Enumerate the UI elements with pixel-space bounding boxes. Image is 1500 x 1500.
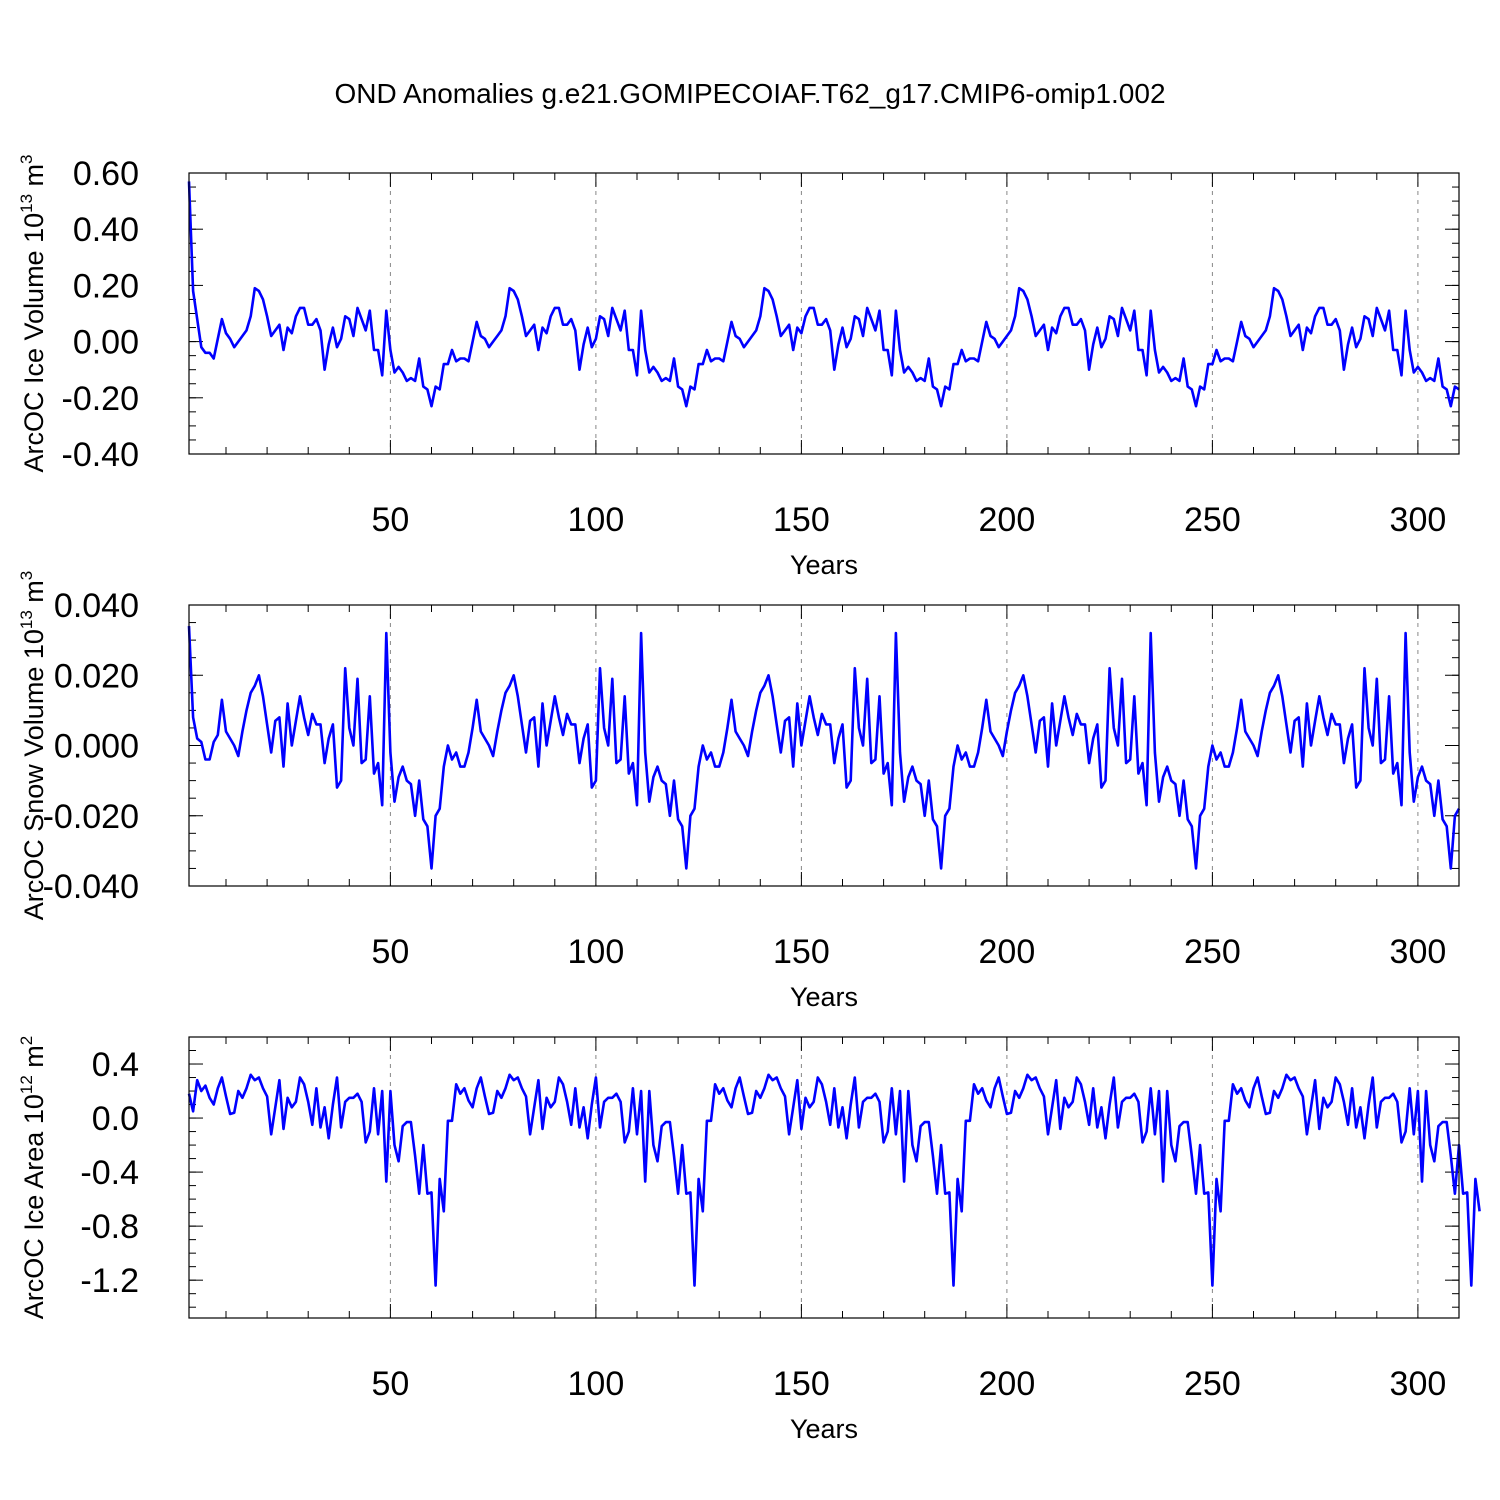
y-axis-title-exponent: 13 bbox=[17, 610, 36, 629]
y-tick-label: 0.00 bbox=[73, 324, 139, 362]
data-series-line bbox=[187, 181, 1460, 408]
x-tick-label: 100 bbox=[568, 1365, 625, 1403]
y-tick-label: -1.2 bbox=[80, 1262, 139, 1300]
y-axis-title-unit-exponent: 2 bbox=[17, 1036, 36, 1045]
y-axis-title-unit: m bbox=[19, 164, 49, 194]
x-tick-label: 150 bbox=[773, 933, 830, 971]
x-tick-label: 150 bbox=[773, 501, 830, 539]
x-tick-label: 100 bbox=[568, 933, 625, 971]
y-axis-title: ArcOC Ice Volume 1013 m3 bbox=[17, 154, 49, 472]
y-tick-label: 0.020 bbox=[54, 657, 139, 695]
x-axis-title: Years bbox=[790, 1414, 858, 1444]
x-tick-label: 150 bbox=[773, 1365, 830, 1403]
y-axis-title-text: ArcOC Ice Volume 10 bbox=[19, 213, 49, 473]
y-axis-title-unit-exponent: 3 bbox=[17, 571, 36, 580]
y-tick-label: 0.4 bbox=[92, 1046, 139, 1084]
y-axis-title-text: ArcOC Snow Volume 10 bbox=[19, 629, 49, 920]
chart-title: OND Anomalies g.e21.GOMIPECOIAF.T62_g17.… bbox=[334, 78, 1166, 109]
x-tick-label: 50 bbox=[371, 1365, 409, 1403]
x-tick-label: 100 bbox=[568, 501, 625, 539]
panel-3: 50 100 150 200 250 300 0.4 0.0 -0.4 -0.8 -1.2 Years… bbox=[17, 1036, 1481, 1444]
plot-frame bbox=[188, 172, 1460, 455]
y-tick-label: 0.20 bbox=[73, 267, 139, 305]
y-tick-label: -0.8 bbox=[80, 1208, 139, 1246]
x-tick-label: 250 bbox=[1184, 933, 1241, 971]
y-axis-title-exponent: 13 bbox=[17, 194, 36, 213]
x-tick-label: 200 bbox=[979, 501, 1036, 539]
x-tick-label: 200 bbox=[979, 1365, 1036, 1403]
data-series-line bbox=[187, 626, 1461, 870]
y-tick-label: 0.40 bbox=[73, 211, 139, 249]
x-tick-label: 200 bbox=[979, 933, 1036, 971]
y-tick-label: 0.000 bbox=[54, 728, 139, 766]
x-axis-title: Years bbox=[790, 982, 858, 1012]
y-tick-label: 0.60 bbox=[73, 155, 139, 193]
y-tick-label: -0.4 bbox=[80, 1154, 139, 1192]
y-axis-title-unit: m bbox=[19, 580, 49, 610]
panel-1: 50 100 150 200 250 300 0.60 0.40 0.20 0.00 -0.20 -0… bbox=[17, 154, 1460, 580]
x-tick-label: 50 bbox=[371, 501, 409, 539]
x-tick-label: 250 bbox=[1184, 501, 1241, 539]
y-tick-label: -0.20 bbox=[62, 380, 140, 418]
y-tick-label: -0.040 bbox=[43, 868, 139, 906]
y-axis-title: ArcOC Snow Volume 1013 m3 bbox=[17, 571, 49, 921]
y-tick-label: 0.040 bbox=[54, 587, 139, 625]
y-tick-label: 0.0 bbox=[92, 1100, 139, 1138]
y-tick-label: -0.40 bbox=[62, 436, 140, 474]
y-tick-label: -0.020 bbox=[43, 798, 139, 836]
y-axis-title-exponent: 12 bbox=[17, 1075, 36, 1094]
data-series-line bbox=[187, 1073, 1481, 1287]
x-axis-title: Years bbox=[790, 550, 858, 580]
x-tick-label: 300 bbox=[1390, 1365, 1447, 1403]
x-tick-label: 50 bbox=[371, 933, 409, 971]
plot-frame bbox=[188, 1036, 1460, 1319]
y-axis-title-text: ArcOC Ice Area 10 bbox=[19, 1094, 49, 1319]
y-axis-title: ArcOC Ice Area 1012 m2 bbox=[17, 1036, 49, 1320]
x-tick-label: 300 bbox=[1390, 933, 1447, 971]
x-tick-label: 300 bbox=[1390, 501, 1447, 539]
x-tick-label: 250 bbox=[1184, 1365, 1241, 1403]
y-axis-title-unit: m bbox=[19, 1045, 49, 1075]
plot-frame bbox=[188, 604, 1460, 887]
y-axis-title-unit-exponent: 3 bbox=[17, 154, 36, 163]
panel-2: 50 100 150 200 250 300 0.040 0.020 0.000 -0.020 -0… bbox=[17, 571, 1461, 1012]
